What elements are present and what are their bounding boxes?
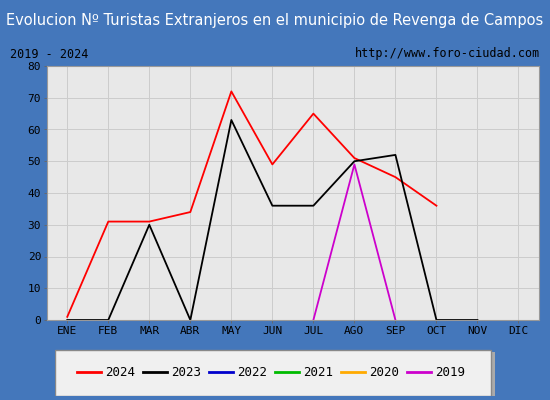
Text: 2021: 2021 xyxy=(302,366,333,378)
Text: http://www.foro-ciudad.com: http://www.foro-ciudad.com xyxy=(355,48,540,60)
Text: 2019: 2019 xyxy=(434,366,465,378)
Text: 2019 - 2024: 2019 - 2024 xyxy=(10,48,88,60)
Text: Evolucion Nº Turistas Extranjeros en el municipio de Revenga de Campos: Evolucion Nº Turistas Extranjeros en el … xyxy=(7,14,543,28)
Text: 2024: 2024 xyxy=(104,366,135,378)
Text: 2020: 2020 xyxy=(368,366,399,378)
FancyBboxPatch shape xyxy=(58,352,495,400)
Text: 2022: 2022 xyxy=(236,366,267,378)
Text: 2023: 2023 xyxy=(170,366,201,378)
FancyBboxPatch shape xyxy=(55,350,491,396)
